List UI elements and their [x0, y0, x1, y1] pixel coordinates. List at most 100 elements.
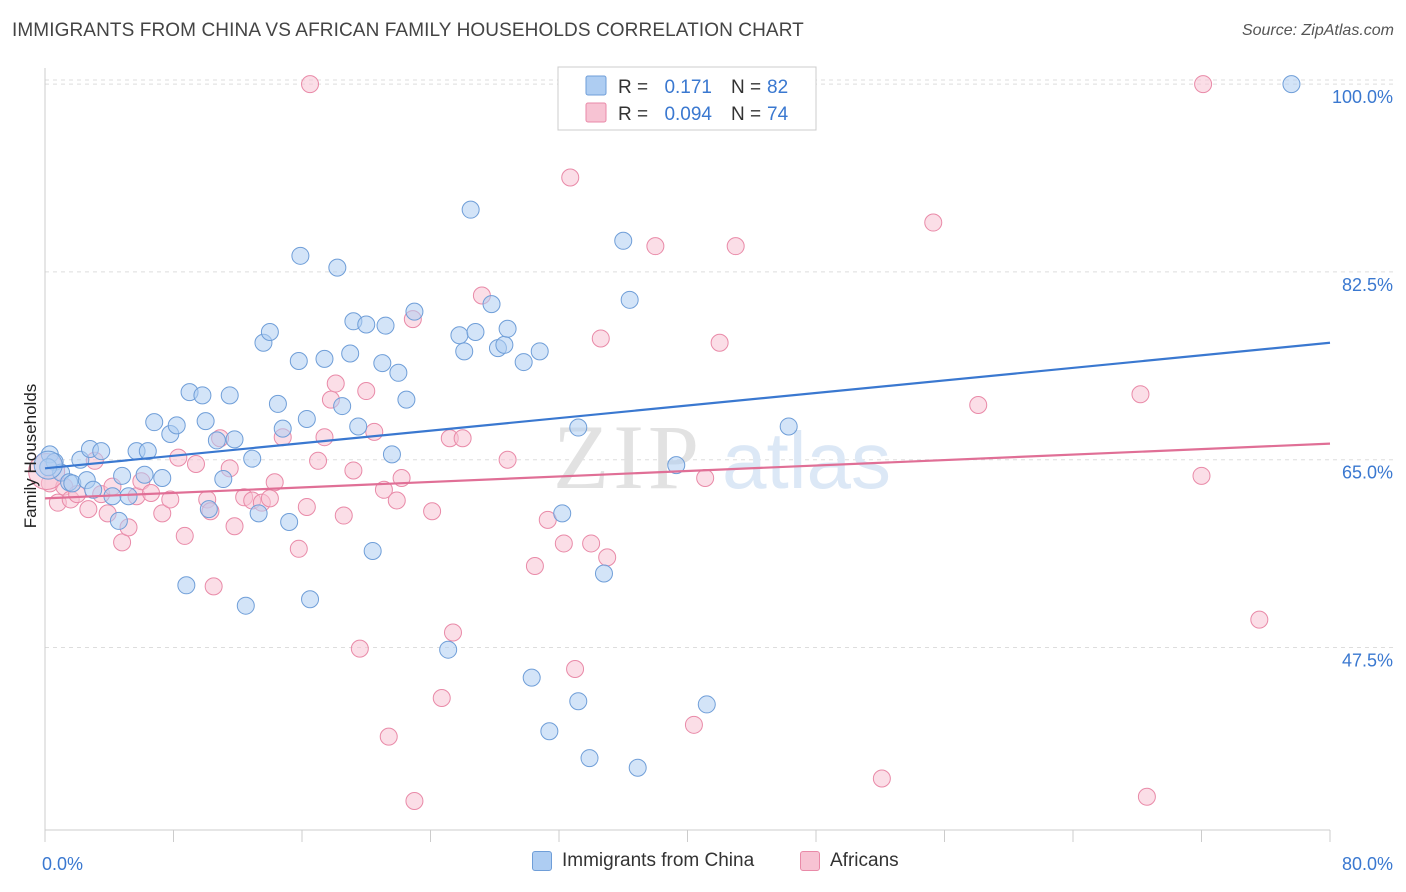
legend-label-africa: Africans	[830, 850, 899, 871]
legend-n-value-china: 82	[767, 77, 788, 98]
y-tick-label: 82.5%	[1342, 275, 1393, 295]
africans-point	[387, 491, 406, 510]
africans-point	[309, 451, 328, 470]
china-point	[328, 258, 347, 277]
africans-point	[374, 480, 393, 499]
china-point	[315, 349, 334, 368]
china-point	[569, 418, 588, 437]
china-point	[196, 412, 215, 431]
china-point	[461, 200, 480, 219]
africans-point	[260, 489, 279, 508]
watermark: ZIP atlas	[553, 406, 891, 508]
china-point	[273, 419, 292, 438]
china-point	[357, 315, 376, 334]
africans-point	[265, 473, 284, 492]
china-point	[697, 695, 716, 714]
china-point	[376, 316, 395, 335]
china-point	[177, 576, 196, 595]
china-point	[214, 470, 233, 489]
africans-point	[1194, 75, 1213, 94]
china-point	[207, 431, 226, 450]
china-point	[389, 363, 408, 382]
legend-n-label-africa: N =	[731, 104, 761, 125]
y-axis-label: Family Households	[21, 384, 40, 529]
china-point	[1282, 75, 1301, 94]
china-point	[113, 466, 132, 485]
china-point	[289, 351, 308, 370]
china-point	[301, 590, 320, 609]
legend-r-label-china: R =	[618, 77, 648, 98]
africans-point	[591, 329, 610, 348]
label-layer: 47.5% 65.0% 82.5% 100.0% 0.0% 80.0%	[42, 87, 1393, 874]
africans-point	[566, 660, 585, 679]
china-point	[135, 465, 154, 484]
china-point	[405, 302, 424, 321]
africans-point	[561, 168, 580, 187]
china-point	[580, 749, 599, 768]
africans-point	[204, 577, 223, 596]
africans-point	[684, 715, 703, 734]
africans-point	[726, 237, 745, 256]
africans-point	[113, 533, 132, 552]
china-points	[33, 75, 1301, 777]
legend-n-label-china: N =	[731, 77, 761, 98]
china-point	[280, 512, 299, 531]
china-point	[614, 231, 633, 250]
china-point	[167, 416, 186, 435]
africans-point	[301, 75, 320, 94]
china-point	[236, 596, 255, 615]
legend-swatch-africa-bottom	[800, 851, 820, 871]
china-point	[439, 640, 458, 659]
china-point	[291, 246, 310, 265]
africans-point	[225, 517, 244, 536]
china-point	[495, 335, 514, 354]
africans-point	[405, 792, 424, 811]
africans-point	[79, 500, 98, 519]
china-point	[594, 564, 613, 583]
africans-point	[498, 450, 517, 469]
china-point	[667, 456, 686, 475]
series-legend: Immigrants from China Africans	[0, 850, 1406, 880]
stats-legend: R = 0.171 N = 82 R = 0.094 N = 74	[557, 66, 817, 131]
africans-point	[924, 213, 943, 232]
legend-item-africa: Africans	[800, 850, 899, 872]
africans-point	[297, 497, 316, 516]
china-point	[243, 449, 262, 468]
africans-point	[1192, 466, 1211, 485]
africans-point	[582, 534, 601, 553]
africans-point	[175, 526, 194, 545]
x-tick-label-max: 80.0%	[1342, 854, 1393, 874]
china-point	[382, 445, 401, 464]
china-point	[455, 342, 474, 361]
africans-point	[350, 639, 369, 658]
africans-point	[153, 504, 172, 523]
africans-point	[334, 506, 353, 525]
china-point	[466, 323, 485, 342]
china-point	[628, 758, 647, 777]
china-point	[514, 353, 533, 372]
grid-layer	[45, 79, 1395, 649]
china-point	[220, 386, 239, 405]
china-point	[363, 541, 382, 560]
africans-point	[161, 490, 180, 509]
africans-point	[432, 688, 451, 707]
africans-point	[1131, 385, 1150, 404]
africans-point	[379, 727, 398, 746]
africans-point	[646, 237, 665, 256]
legend-r-value-china: 0.171	[664, 77, 712, 98]
africans-point	[872, 769, 891, 788]
legend-label-china: Immigrants from China	[562, 850, 755, 871]
africans-point	[696, 468, 715, 487]
china-point	[349, 417, 368, 436]
china-point	[620, 290, 639, 309]
africans-point	[598, 548, 617, 567]
china-trend-line	[44, 341, 1331, 470]
trend-layer	[44, 341, 1331, 500]
china-point	[333, 397, 352, 416]
china-point	[341, 344, 360, 363]
y-tick-label: 100.0%	[1332, 87, 1393, 107]
china-point	[225, 430, 244, 449]
china-point	[450, 326, 469, 345]
africans-point	[169, 448, 188, 467]
